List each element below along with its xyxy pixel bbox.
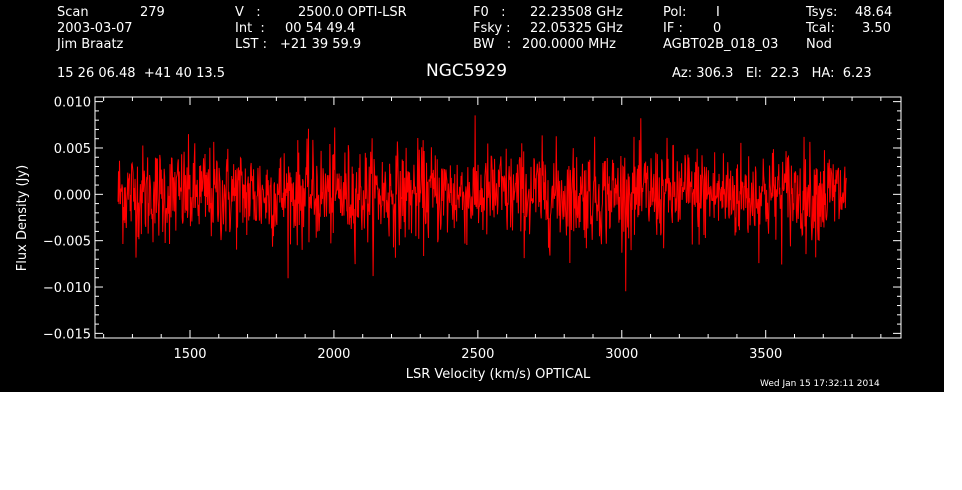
scan-label: Scan	[57, 5, 89, 20]
y-tick-label: 0.010	[54, 96, 91, 111]
y-tick-label: −0.010	[43, 281, 91, 296]
int-label: Int :	[235, 21, 265, 36]
fsky-value: 22.05325 GHz	[530, 21, 623, 36]
spectrum-panel: Scan 279 2003-03-07 Jim Braatz V : 2500.…	[0, 0, 944, 392]
lst-label: LST :	[235, 37, 267, 52]
velocity-value: 2500.0 OPTI-LSR	[298, 5, 407, 20]
y-axis-label: Flux Density (Jy)	[15, 165, 30, 271]
spectrum-series-line	[117, 115, 847, 292]
bw-value: 200.0000 MHz	[522, 37, 616, 52]
x-tick-label: 2000	[317, 347, 350, 362]
fsky-label: Fsky :	[473, 21, 511, 36]
az-el-ha: Az: 306.3 El: 22.3 HA: 6.23	[672, 66, 872, 81]
tsys-value: 48.64	[855, 5, 893, 20]
pol-label: Pol:	[663, 5, 687, 20]
obs-date: 2003-03-07	[57, 21, 133, 36]
y-tick-label: −0.005	[43, 235, 91, 250]
x-tick-label: 1500	[173, 347, 206, 362]
velocity-label: V :	[235, 5, 261, 20]
y-tick-label: 0.000	[54, 188, 91, 203]
bw-label: BW :	[473, 37, 512, 52]
x-tick-label: 3000	[605, 347, 638, 362]
f0-label: F0 :	[473, 5, 506, 20]
obs-mode: Nod	[806, 37, 832, 52]
tcal-label: Tcal:	[806, 21, 835, 36]
series-layer	[117, 115, 847, 292]
spectrum-chart: 1500 2000 2500 3000 3500 −0.015 −0.010 −0.005 0…	[15, 96, 902, 382]
source-coordinates: 15 26 06.48 +41 40 13.5	[57, 66, 226, 81]
y-tick-label: 0.005	[54, 142, 91, 157]
chart-title: NGC5929	[426, 61, 508, 81]
f0-value: 22.23508 GHz	[530, 5, 623, 20]
observer-name: Jim Braatz	[57, 37, 124, 52]
if-label: IF :	[663, 21, 683, 36]
x-tick-label: 2500	[461, 347, 494, 362]
x-axis-label: LSR Velocity (km/s) OPTICAL	[406, 367, 591, 382]
tcal-value: 3.50	[862, 21, 891, 36]
tsys-label: Tsys:	[806, 5, 838, 20]
int-value: 00 54 49.4	[285, 21, 356, 36]
project-id: AGBT02B_018_03	[663, 37, 779, 52]
pol-value: I	[716, 5, 720, 20]
y-tick-label: −0.015	[43, 327, 91, 342]
x-tick-label: 3500	[749, 347, 782, 362]
scan-value: 279	[140, 5, 165, 20]
plot-frame	[94, 96, 902, 339]
y-axis: −0.015 −0.010 −0.005 0.000 0.005 0.010	[43, 96, 901, 342]
lst-value: +21 39 59.9	[280, 37, 362, 52]
if-value: 0	[713, 21, 722, 36]
x-axis: 1500 2000 2500 3000 3500	[103, 97, 882, 362]
plot-timestamp: Wed Jan 15 17:32:11 2014	[760, 379, 880, 389]
